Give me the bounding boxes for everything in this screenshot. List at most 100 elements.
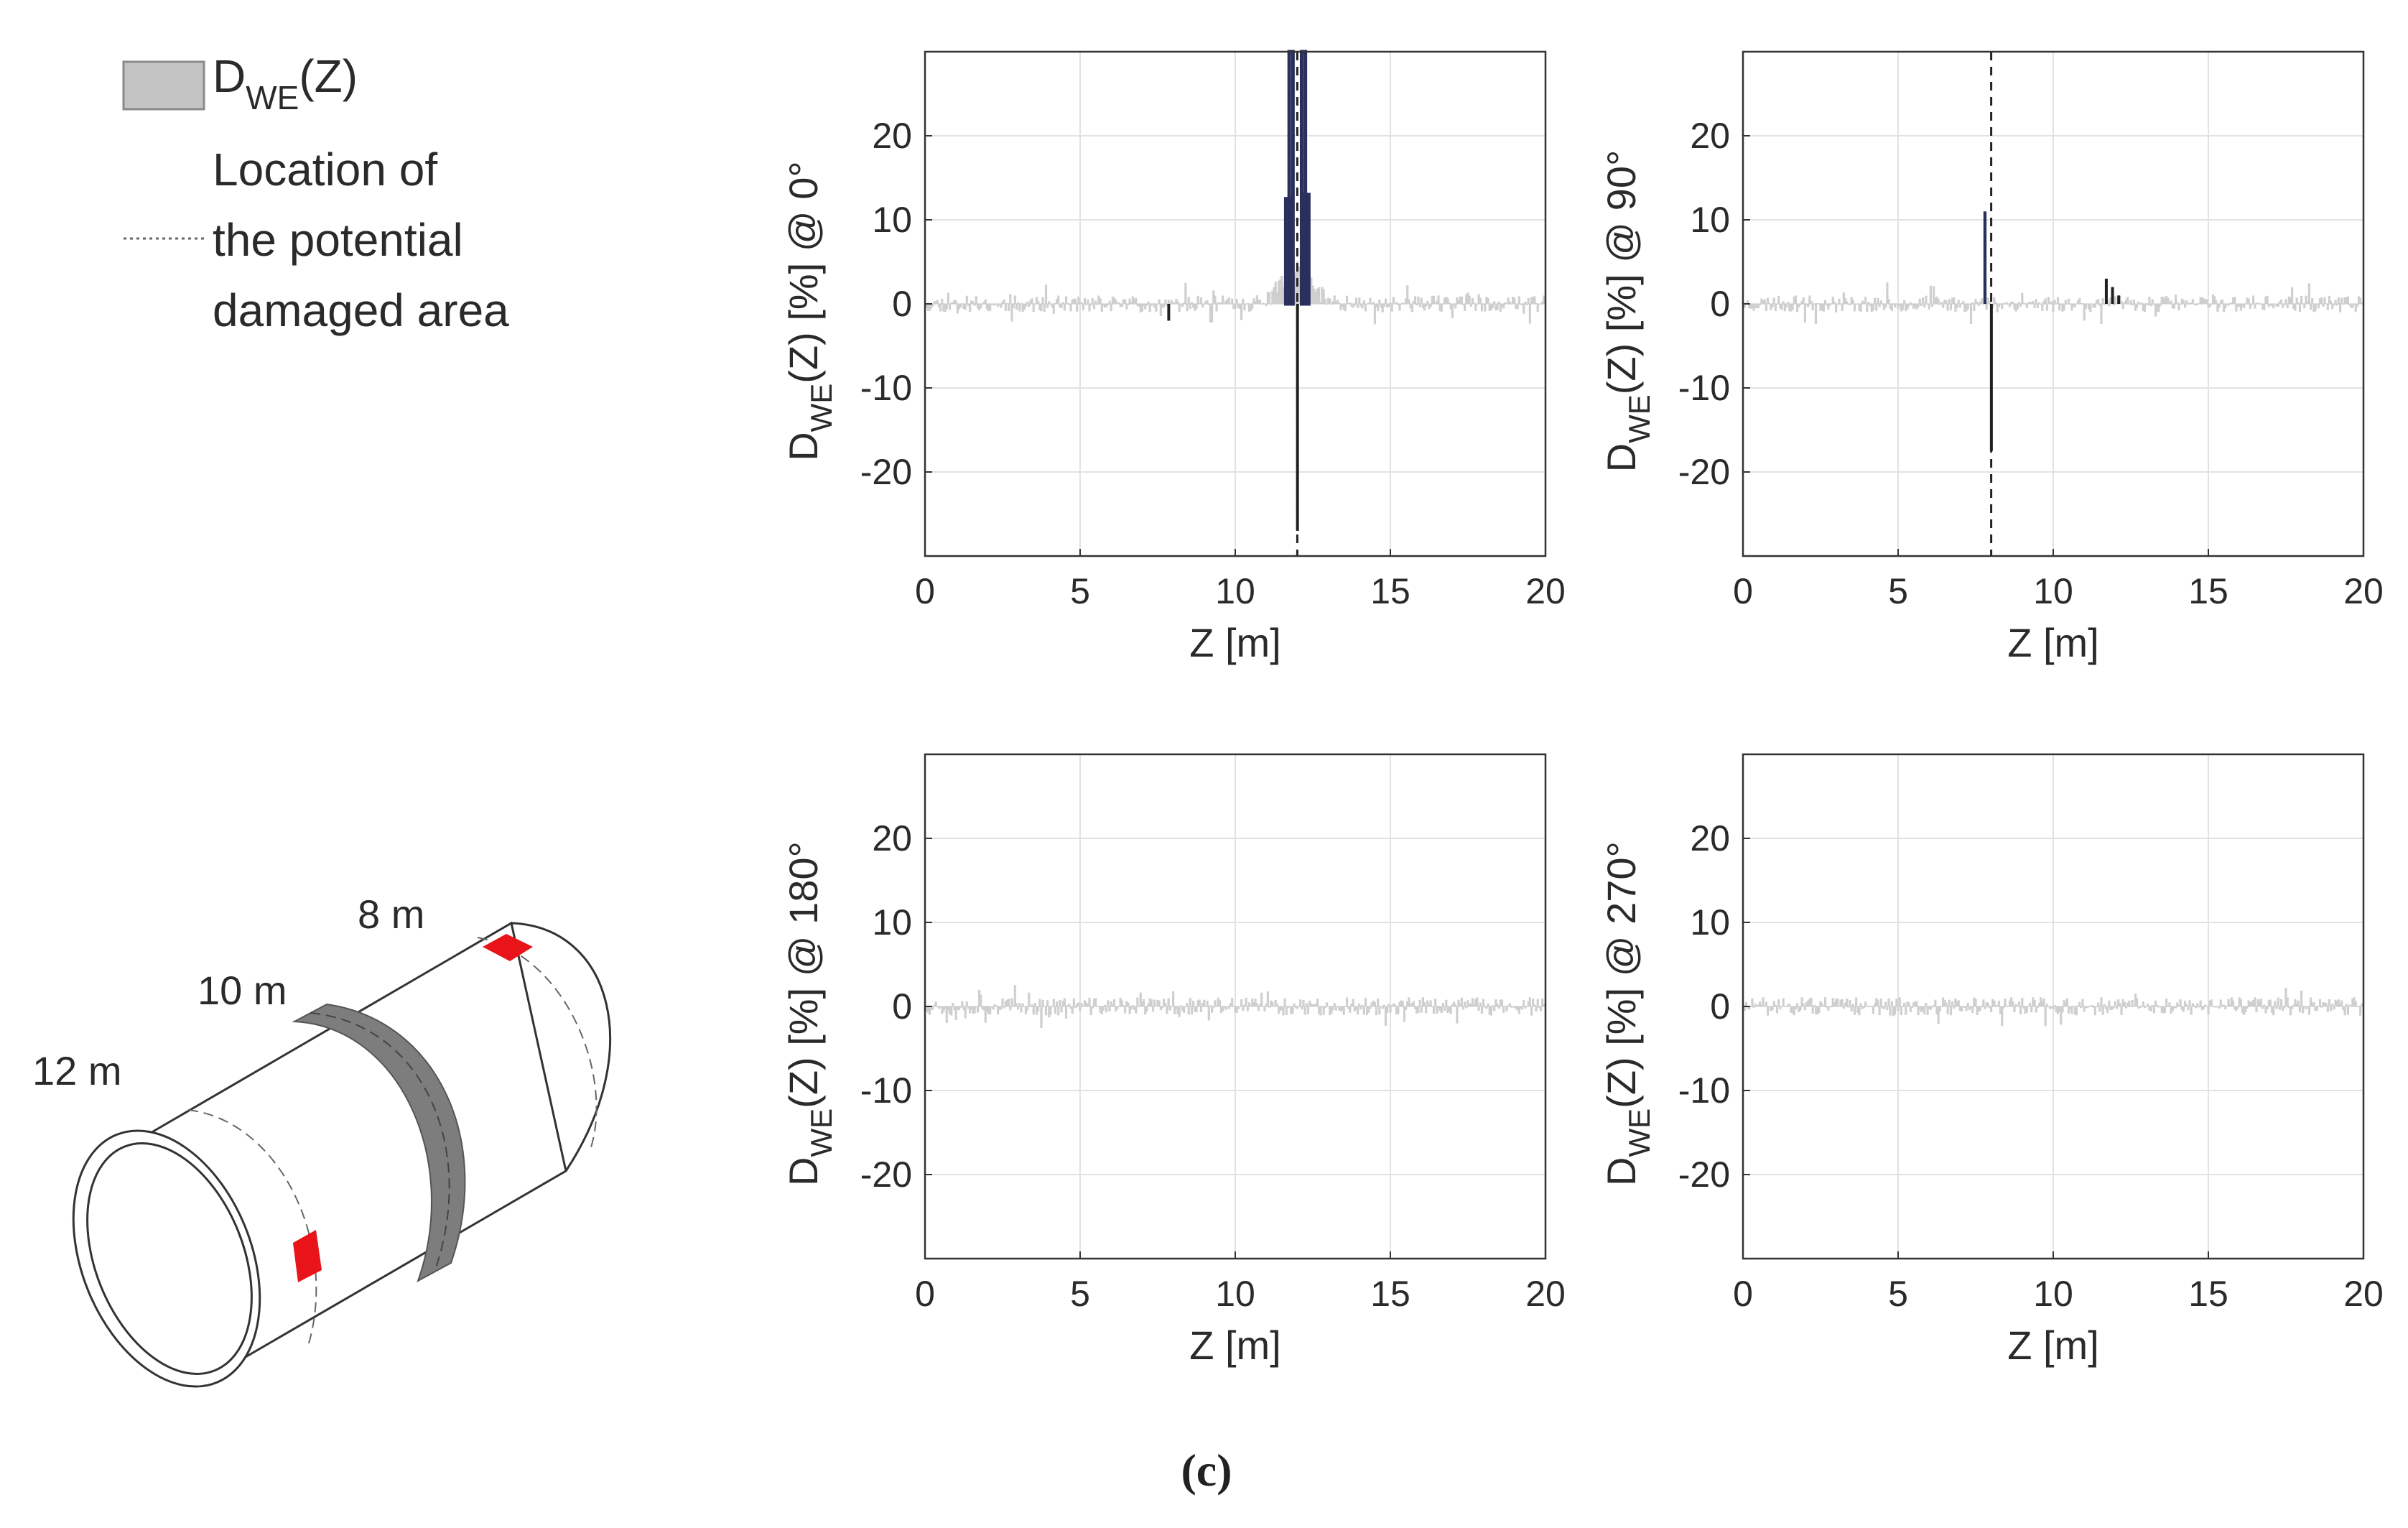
noise-bar (1898, 997, 1901, 1006)
noise-bar (2013, 304, 2016, 310)
y-axis-label-main: D (781, 1157, 826, 1185)
noise-bar (2021, 997, 2024, 1006)
noise-bar (2303, 304, 2306, 309)
y-axis-label-sub: WE (1622, 1108, 1656, 1157)
noise-bar (2148, 1006, 2151, 1011)
noise-bar (2036, 1006, 2039, 1008)
noise-bar (1031, 298, 1033, 304)
noise-bar (1153, 304, 1156, 308)
noise-bar (1461, 1006, 1465, 1010)
noise-bar (1214, 295, 1217, 304)
noise-bar (2093, 1006, 2096, 1016)
noise-bar (1991, 999, 1994, 1006)
noise-bar (2213, 296, 2216, 304)
noise-bar (2346, 296, 2349, 304)
noise-bar (1092, 304, 1096, 310)
noise-bar (2123, 302, 2126, 304)
noise-bar (1485, 1006, 1488, 1009)
noise-bar (1842, 1006, 1845, 1009)
noise-bar (2142, 1001, 2144, 1006)
noise-bar (2328, 999, 2331, 1006)
noise-bar (2111, 1006, 2114, 1010)
noise-bar (2294, 999, 2297, 1006)
noise-bar (1352, 999, 1354, 1006)
noise-bar (2139, 1006, 2142, 1008)
noise-bar (1925, 295, 1928, 304)
noise-bar (2219, 999, 2222, 1006)
noise-bar (2151, 1004, 2154, 1006)
noise-bar (1513, 1006, 1516, 1009)
noise-bar (1231, 298, 1234, 304)
noise-bar (2208, 1000, 2211, 1006)
noise-bar (2156, 1005, 2159, 1006)
noise-bar (1357, 1006, 1359, 1015)
noise-bar (2128, 1000, 2131, 1006)
noise-bar (1339, 1006, 1342, 1011)
noise-bar (989, 304, 992, 311)
noise-bar (1869, 304, 1872, 307)
noise-bar (2167, 297, 2170, 304)
noise-bar (1538, 304, 1540, 305)
noise-bar (1516, 304, 1519, 310)
noise-bar (1003, 1006, 1005, 1009)
noise-bar (2002, 302, 2005, 304)
y-tick-label: 0 (892, 284, 912, 324)
noise-bar (1533, 1004, 1536, 1006)
noise-bar (1484, 1006, 1487, 1008)
noise-bar (1438, 304, 1441, 311)
noise-bar (1303, 1006, 1306, 1015)
noise-bar (2320, 297, 2323, 304)
noise-bar (1138, 1006, 1140, 1007)
noise-bar (2328, 295, 2331, 304)
noise-bar (962, 304, 965, 310)
noise-bar (1894, 1006, 1897, 1015)
noise-bar (1389, 302, 1392, 304)
noise-bar (1097, 1006, 1100, 1007)
noise-bar (2040, 997, 2042, 1006)
noise-bar (1008, 304, 1010, 311)
noise-bar (1353, 304, 1356, 306)
noise-bar (2291, 287, 2294, 304)
noise-bar (1971, 1006, 1974, 1014)
noise-bar (1440, 1006, 1443, 1014)
noise-bar (1539, 304, 1543, 305)
noise-bar (2287, 296, 2290, 304)
data-bar (1989, 304, 1993, 451)
noise-bar (1250, 1004, 1252, 1006)
noise-bar (2109, 297, 2112, 304)
noise-bar (2070, 1006, 2073, 1014)
noise-bar (1962, 301, 1965, 304)
noise-bar (1321, 287, 1324, 304)
legend-swatch-label-tail: (Z) (299, 50, 358, 102)
noise-bar (1469, 1003, 1472, 1006)
noise-bar (1094, 300, 1097, 304)
x-axis-label: Z [m] (2007, 620, 2099, 665)
noise-bar (1925, 1002, 1928, 1006)
noise-bar (1345, 997, 1349, 1006)
noise-bar (1539, 1006, 1543, 1011)
noise-bar (1521, 304, 1524, 306)
noise-bar (1395, 1006, 1398, 1015)
noise-bar (2092, 1006, 2095, 1008)
noise-bar (1523, 304, 1525, 314)
noise-bar (1207, 1006, 1210, 1021)
noise-bar (1079, 301, 1082, 304)
noise-bar (2063, 304, 2065, 311)
noise-bar (981, 304, 984, 305)
noise-bar (2339, 1004, 2342, 1006)
noise-bar (2311, 298, 2314, 304)
noise-bar (1802, 1003, 1805, 1006)
noise-bar (926, 1006, 929, 1013)
noise-bar (976, 1006, 980, 1013)
noise-bar (1921, 297, 1925, 304)
noise-bar (1115, 300, 1117, 304)
noise-bar (2041, 304, 2044, 311)
noise-bar (2291, 1006, 2294, 1009)
noise-bar (1746, 1006, 1749, 1009)
noise-bar (2227, 999, 2230, 1006)
noise-bar (2041, 1001, 2044, 1006)
noise-bar (1942, 304, 1945, 308)
noise-bar (1085, 304, 1088, 305)
noise-bar (1976, 1006, 1979, 1015)
noise-bar (1212, 290, 1215, 304)
